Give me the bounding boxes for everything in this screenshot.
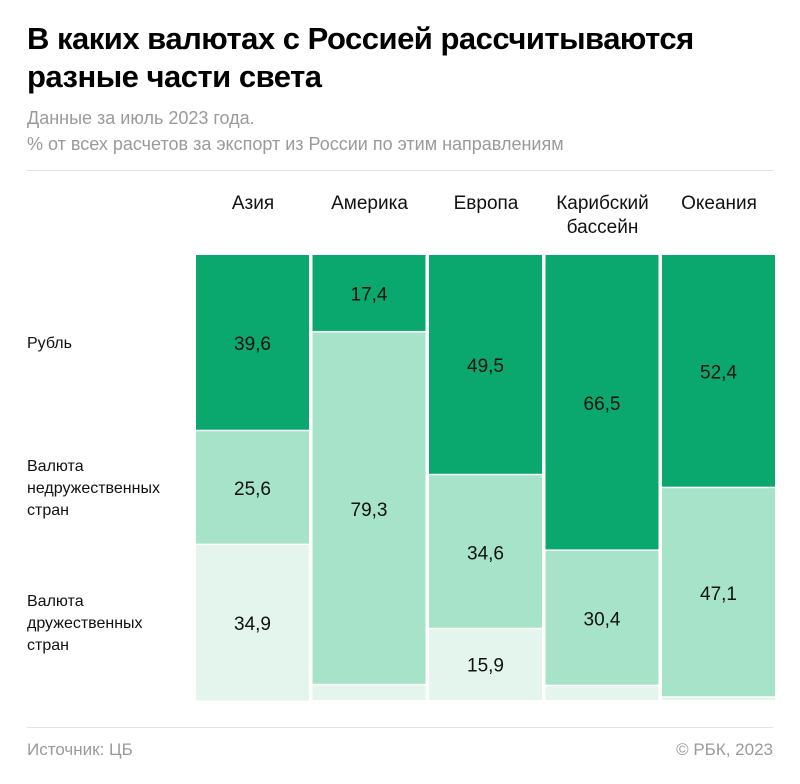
data-label: 47,1 bbox=[700, 584, 737, 605]
bar-segment bbox=[429, 629, 542, 700]
bar-segment bbox=[196, 431, 309, 544]
data-label: 25,6 bbox=[234, 479, 271, 500]
series-label-line: Рубль bbox=[27, 335, 72, 352]
chart-subtitle-date: Данные за июль 2023 года. bbox=[27, 108, 255, 128]
column-header-line: Азия bbox=[231, 193, 275, 214]
series-label-line: дружественных bbox=[27, 615, 143, 632]
data-label: 52,4 bbox=[700, 363, 737, 384]
copyright: © РБК, 2023 bbox=[676, 740, 773, 759]
column-header: Азия bbox=[195, 192, 311, 216]
column-header-line: Карибский bbox=[556, 193, 649, 214]
bar-segment bbox=[662, 255, 775, 487]
bar-segment bbox=[662, 697, 775, 700]
data-label: 34,6 bbox=[467, 543, 504, 564]
data-label: 79,3 bbox=[351, 500, 388, 521]
source-note: Источник: ЦБ bbox=[27, 740, 133, 759]
bar-segment bbox=[312, 332, 426, 684]
bar-segment bbox=[545, 255, 659, 550]
column-header-line: Америка bbox=[331, 193, 408, 214]
bottom-divider bbox=[27, 727, 773, 728]
column-header: Карибский бассейн bbox=[545, 192, 661, 240]
data-label: 49,5 bbox=[467, 356, 504, 377]
column-header-line: бассейн bbox=[566, 217, 639, 238]
top-divider bbox=[27, 170, 773, 171]
bar-segment bbox=[429, 475, 542, 628]
chart-subtitle-units: % от всех расчетов за экспорт из России … bbox=[27, 134, 564, 154]
bar-segment bbox=[196, 255, 309, 430]
bar-segment bbox=[312, 685, 426, 700]
series-label: Валюта недружественных стран bbox=[27, 456, 160, 522]
data-label: 66,5 bbox=[584, 394, 621, 415]
series-label-line: недружественных bbox=[27, 480, 160, 497]
series-label-line: стран bbox=[27, 637, 69, 654]
data-label: 15,9 bbox=[467, 656, 504, 677]
series-label-line: стран bbox=[27, 502, 69, 519]
column-header-line: Европа bbox=[453, 193, 519, 214]
bar-segment bbox=[196, 545, 309, 701]
series-label-line: Валюта bbox=[27, 593, 84, 610]
data-label: 39,6 bbox=[234, 334, 271, 355]
data-label: 30,4 bbox=[584, 610, 621, 631]
series-label-line: Валюта bbox=[27, 458, 84, 475]
bar-segment bbox=[312, 255, 426, 331]
column-header: Океания bbox=[661, 192, 777, 216]
data-label: 17,4 bbox=[351, 285, 388, 306]
bar-segment bbox=[662, 488, 775, 697]
column-header: Америка bbox=[312, 192, 428, 216]
bar-segment bbox=[545, 686, 659, 700]
series-label: Рубль bbox=[27, 333, 72, 355]
series-label: Валюта дружественных стран bbox=[27, 591, 143, 657]
column-header: Европа bbox=[428, 192, 544, 216]
chart-title: В каких валютах с Россией рассчитываются… bbox=[27, 21, 694, 94]
data-label: 34,9 bbox=[234, 614, 271, 635]
column-header-line: Океания bbox=[681, 193, 757, 214]
bar-segment bbox=[429, 255, 542, 474]
bar-segment bbox=[545, 550, 659, 685]
